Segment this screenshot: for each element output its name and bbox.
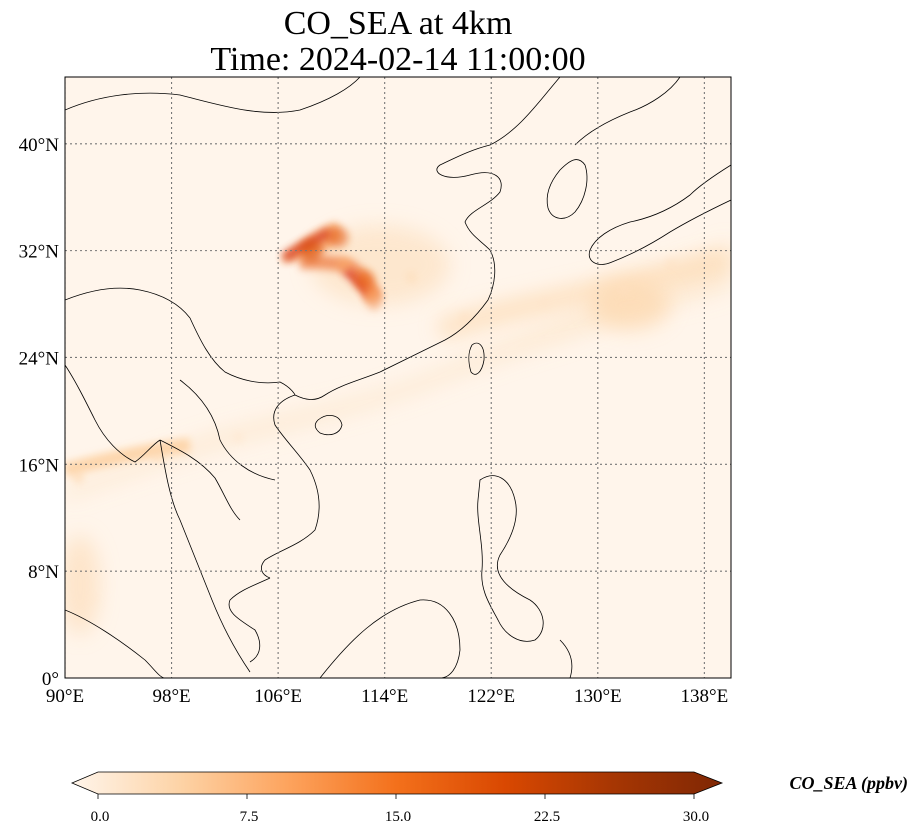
plume-sample xyxy=(152,452,164,464)
plume-sample xyxy=(233,432,244,443)
coast-cambodia xyxy=(228,577,271,663)
map-gridlines xyxy=(65,77,731,678)
x-tick-label: 122°E xyxy=(467,686,515,707)
plume-sample xyxy=(363,285,380,302)
coast-sumatra xyxy=(65,609,166,678)
plume-sample xyxy=(405,271,417,283)
y-tick-label: 24°N xyxy=(19,348,60,369)
coast-sulawesi xyxy=(559,639,573,678)
y-tick-label: 8°N xyxy=(28,562,59,583)
x-tick-label: 98°E xyxy=(152,686,190,707)
map-panel xyxy=(64,76,732,679)
colorbar-tick-label: 0.0 xyxy=(91,809,110,825)
colorbar-ticks: 0.0 7.5 15.0 22.5 30.0 xyxy=(91,794,709,825)
coast-philippines xyxy=(477,475,544,642)
y-tick-label: 40°N xyxy=(19,135,60,156)
coast-myanmar xyxy=(65,364,161,463)
colorbar-bar xyxy=(70,771,724,795)
coast-korea xyxy=(546,159,588,219)
map-title-line-2: Time: 2024-02-14 11:00:00 xyxy=(210,41,586,78)
x-tick-label: 106°E xyxy=(254,686,302,707)
plume-central-china xyxy=(310,225,450,305)
plume-sample xyxy=(459,312,470,323)
plume-sample xyxy=(666,258,677,270)
x-tick-label: 90°E xyxy=(46,686,84,707)
x-tick-label: 138°E xyxy=(681,686,729,707)
colorbar-tick-label: 22.5 xyxy=(534,809,560,825)
plume-japan xyxy=(590,280,670,330)
colorbar-label: CO_SEA (ppbv) xyxy=(789,773,908,794)
map-frame xyxy=(64,76,732,679)
colorbar-tick-label: 15.0 xyxy=(385,809,411,825)
border-mongolia xyxy=(65,77,361,113)
coast-japan xyxy=(588,164,731,265)
border-thailand-cambodia xyxy=(159,439,241,521)
colorbar-tick-label: 30.0 xyxy=(683,809,709,825)
coast-vietnam xyxy=(260,394,320,579)
border-laos-thailand xyxy=(179,379,276,481)
plume-sample xyxy=(337,256,352,272)
plume-sample xyxy=(619,285,630,296)
y-axis-ticks: 0° 8°N 16°N 24°N 32°N 40°N xyxy=(19,135,60,690)
transport-band xyxy=(65,240,731,500)
x-tick-label: 114°E xyxy=(361,686,408,707)
colorbar: 0.0 7.5 15.0 22.5 30.0 CO_SEA (ppbv) xyxy=(70,771,908,825)
x-axis-ticks: 90°E 98°E 106°E 114°E 122°E 130°E 138°E xyxy=(46,686,728,707)
y-tick-label: 0° xyxy=(42,669,59,690)
map-title-line-1: CO_SEA at 4km xyxy=(283,5,513,42)
colorbar-tick-label: 7.5 xyxy=(240,809,259,825)
border-china-south-asia xyxy=(65,287,191,319)
plume-sample xyxy=(86,593,97,603)
border-china-southeast xyxy=(189,317,296,396)
co-concentration-field xyxy=(65,225,731,635)
plume-sample xyxy=(354,270,375,290)
co-hotspot xyxy=(72,222,677,603)
plume-sample xyxy=(72,471,85,484)
coast-taiwan xyxy=(468,342,485,375)
plume-sample xyxy=(539,299,550,309)
coastlines xyxy=(65,77,731,678)
plume-sample xyxy=(327,226,349,248)
coast-china-east xyxy=(294,77,561,400)
map-background xyxy=(65,77,731,678)
transport-band-west xyxy=(65,438,191,477)
y-tick-label: 16°N xyxy=(19,455,60,476)
coast-borneo xyxy=(319,599,461,678)
plume-andaman xyxy=(65,535,100,635)
coast-malay-peninsula xyxy=(159,439,251,673)
x-tick-label: 130°E xyxy=(574,686,622,707)
y-tick-label: 32°N xyxy=(19,242,60,263)
coast-hainan xyxy=(314,415,343,436)
coast-russia xyxy=(574,77,681,146)
